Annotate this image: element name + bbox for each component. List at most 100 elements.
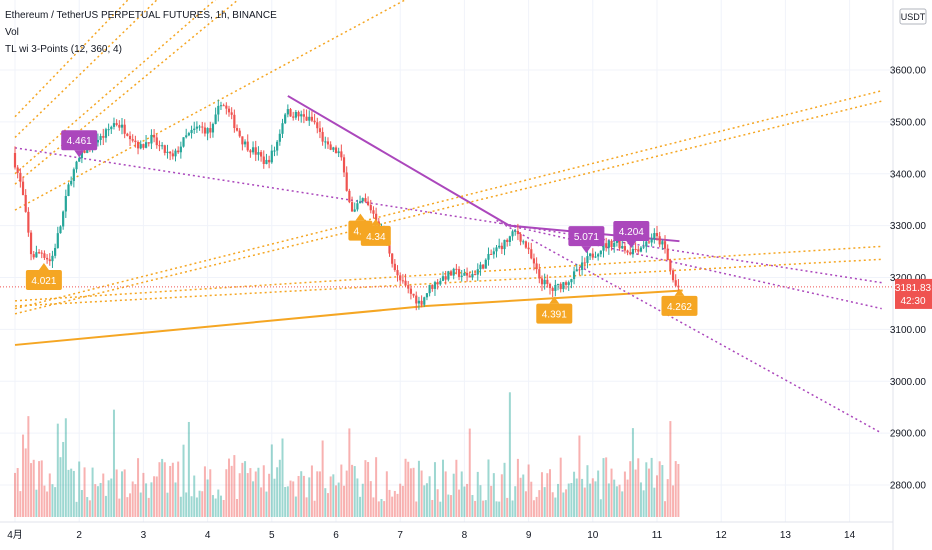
pivot-tag: 4.204 <box>613 220 650 248</box>
candle-body <box>257 152 260 155</box>
candle-body <box>225 105 228 109</box>
volume-bar <box>198 490 201 517</box>
candle-body <box>388 240 391 254</box>
volume-bar <box>40 460 43 517</box>
candle-body <box>342 157 346 173</box>
price-scale[interactable]: 3600.00 3500.00 3400.00 3300.00 3200.00 3100.… <box>890 66 927 492</box>
candle-body <box>476 269 479 275</box>
candle-body <box>265 159 268 165</box>
volume-bar <box>658 461 661 517</box>
candle-body <box>482 264 485 269</box>
volume-bar <box>27 416 30 517</box>
candle-body <box>163 145 166 153</box>
candle-body <box>13 153 17 168</box>
volume-bar <box>313 500 316 517</box>
volume-bars <box>14 392 680 517</box>
volume-bar <box>294 496 297 517</box>
candle-body <box>511 231 514 237</box>
volume-bar <box>573 471 576 517</box>
volume-bar <box>46 491 49 517</box>
candle-body <box>621 246 624 249</box>
volume-bar <box>16 468 19 517</box>
volume-bar <box>185 492 188 517</box>
candle-body <box>495 247 498 252</box>
pivot-tag-label: 4.204 <box>619 227 644 238</box>
candle-body <box>455 268 458 270</box>
currency-badge[interactable]: USDT <box>899 8 927 25</box>
volume-bar <box>343 485 346 517</box>
price-tick-label: 3200.00 <box>890 273 927 284</box>
volume-bar <box>532 500 535 517</box>
volume-indicator-label: Vol <box>5 27 19 38</box>
candle-body <box>118 124 121 128</box>
volume-bar <box>332 474 335 517</box>
volume-bar <box>468 428 471 517</box>
volume-bar <box>447 494 450 517</box>
volume-bar <box>83 467 86 517</box>
volume-bar <box>329 476 332 517</box>
volume-bar <box>367 461 370 517</box>
candle-body <box>463 272 466 276</box>
candle-body <box>572 271 576 280</box>
candle-body <box>532 258 536 264</box>
candle-body <box>292 116 295 118</box>
candle-body <box>591 253 594 258</box>
volume-bar <box>104 495 107 517</box>
candle-body <box>663 241 667 249</box>
candle-body <box>503 239 506 250</box>
price-tick-label: 3100.00 <box>890 325 927 336</box>
candle-body <box>96 139 100 143</box>
candle-body <box>281 123 284 134</box>
trendline <box>496 219 883 434</box>
candle-body <box>369 204 372 211</box>
candle-body <box>270 150 273 163</box>
candle-body <box>27 211 30 233</box>
volume-bar <box>75 501 78 517</box>
candle-body <box>123 124 126 134</box>
volume-bar <box>35 489 38 517</box>
candle-body <box>618 240 621 249</box>
candle-body <box>623 246 626 251</box>
time-axis[interactable]: 4月 2 3 4 5 6 7 8 9 10 11 12 13 14 <box>7 529 855 541</box>
candle-body <box>516 230 519 235</box>
candle-body <box>318 128 322 132</box>
candle-body <box>110 126 113 130</box>
pivot-tag-label: 5.071 <box>574 232 599 243</box>
volume-bar <box>599 499 602 517</box>
price-tick-label: 3500.00 <box>890 117 927 128</box>
volume-bar <box>80 490 83 517</box>
volume-bar <box>24 448 27 517</box>
volume-bar <box>348 428 351 517</box>
candle-body <box>425 293 429 298</box>
volume-bar <box>522 474 525 517</box>
volume-bar <box>177 461 180 517</box>
volume-bar <box>190 496 193 517</box>
candle-body <box>78 158 81 162</box>
candle-body <box>666 248 669 260</box>
volume-bar <box>150 482 153 517</box>
volume-bar <box>492 473 495 517</box>
volume-bar <box>396 493 399 517</box>
candle-body <box>645 241 648 247</box>
time-tick-label: 10 <box>587 530 599 541</box>
volume-bar <box>96 486 99 517</box>
volume-bar <box>375 457 378 517</box>
volume-bar <box>262 465 265 517</box>
volume-bar <box>433 462 436 517</box>
volume-bar <box>594 481 597 517</box>
volume-bar <box>567 483 570 517</box>
volume-bar <box>246 473 249 517</box>
volume-bar <box>129 493 132 517</box>
candle-body <box>203 127 207 134</box>
candle-body <box>35 252 38 258</box>
volume-bar <box>549 469 551 517</box>
candle-body <box>54 247 57 256</box>
candle-body <box>222 105 225 107</box>
volume-bar <box>43 485 46 517</box>
volume-bar <box>626 479 629 517</box>
volume-bar <box>278 459 281 517</box>
volume-bar <box>511 500 514 517</box>
candle-body <box>468 275 471 278</box>
candle-body <box>626 250 629 253</box>
